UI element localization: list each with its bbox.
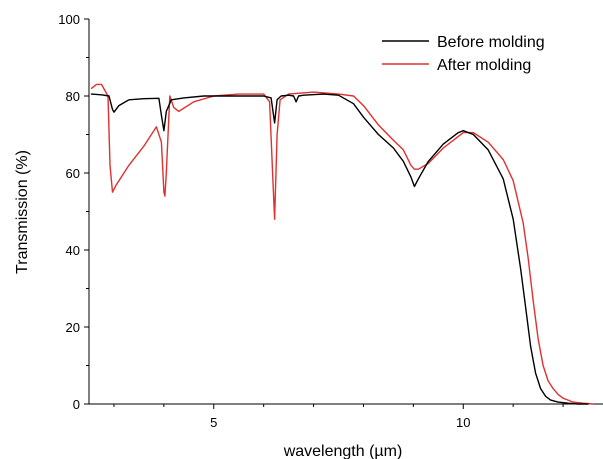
y-tick-label: 100 [58, 12, 80, 27]
x-axis-label: wavelength (µm) [283, 443, 403, 459]
series-layer [90, 83, 594, 405]
legend: Before molding After molding [382, 34, 545, 74]
x-tick-label: 10 [456, 415, 470, 430]
y-tick-label: 60 [66, 166, 80, 181]
y-tick-label: 20 [66, 320, 80, 335]
series-line-0 [90, 93, 589, 405]
y-tick-label: 0 [73, 397, 80, 412]
y-axis-label: Transmission (%) [14, 150, 31, 274]
legend-label-1: After molding [437, 57, 531, 74]
x-tick-label: 5 [210, 415, 217, 430]
y-tick-label: 80 [66, 89, 80, 104]
axes: 0 20 40 60 80 100 5 10 [58, 12, 603, 430]
y-tick-label: 40 [66, 243, 80, 258]
series-line-1 [90, 83, 594, 405]
legend-label-0: Before molding [437, 34, 545, 51]
